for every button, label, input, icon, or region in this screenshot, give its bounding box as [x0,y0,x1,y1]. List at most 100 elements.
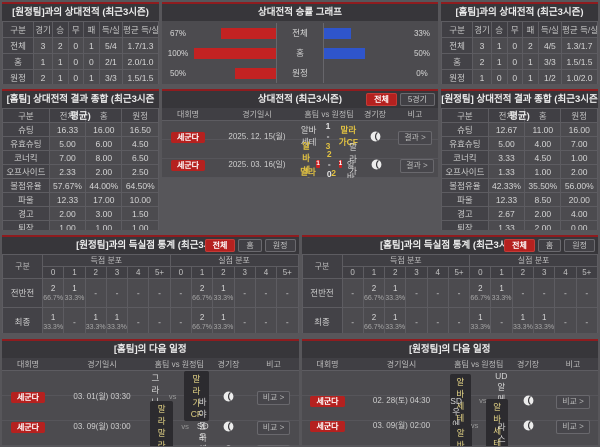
stat-value: 10.00 [121,192,159,207]
distribution-cell: - [276,278,299,308]
stat-value: 1 [490,37,508,54]
home-win-pct: 67% [169,28,186,38]
column-header: 무 [506,21,524,38]
panel-title-text: [원정팀]의 다음 일정 [408,344,491,355]
table-row: 슈팅 16.33 16.00 16.50 [2,122,159,137]
panel-home-schedule: [홈팀]의 다음 일정 대회명 경기일시 홈팀 vs 원정팀 경기장 비고 세군다 03. … [2,339,299,446]
table-row: 파울 12.33 8.50 20.00 [441,192,598,207]
column-header: 대회명 [16,359,40,369]
compare-button[interactable]: 비교 > [556,395,590,409]
distribution-cell: - [447,307,471,333]
filter-tab[interactable]: 전체 [204,239,236,252]
filter-tab[interactable]: 홈 [238,239,262,252]
panel-vs-away-record: [원정팀]과의 상대전적 (최근3시즌) 구분 경기 승 무 패 득/실 평균 득/실 전체 3… [2,2,159,84]
column-header: 승 [51,21,69,38]
vs-label: vs [181,421,189,431]
filter-tab[interactable]: 전체 [504,239,535,252]
scored-group-header: 득점 분포 [42,254,171,267]
stat-value: 0 [506,37,524,54]
panel-title-text: 상대전적 (최근3시즌) [257,94,343,105]
compare-button[interactable]: 비교 > [256,445,291,446]
bin-header: 3 [405,266,428,279]
home-schedule-list: 대회명 경기일시 홈팀 vs 원정팀 경기장 비고 세군다 03. 01(월) 03:30 그… [2,358,299,446]
table-row: 홈 1 1 0 0 2/1 2.0/1.0 [2,53,159,70]
away-win-pct: 50% [413,48,430,58]
distribution-cell: - [575,278,598,308]
stat-value: 1.00 [524,164,562,179]
column-header: 평균 득/실 [122,21,159,38]
result-button[interactable]: 결과 > [400,159,434,173]
stat-value: 12.33 [48,192,87,207]
table-row: 전체 3 1 0 2 4/5 1.3/1.7 [441,37,598,54]
distribution-cell: 1 33.3% [63,278,86,308]
compare-button[interactable]: 비교 > [256,391,291,405]
table-row: 홈 2 1 0 1 3/3 1.5/1.5 [441,53,598,70]
stat-value: 17.00 [85,192,123,207]
stat-value: 0 [490,69,508,84]
table-row: 볼점유율 42.33% 35.50% 56.00% [441,178,598,193]
filter-tab[interactable]: 홈 [537,239,562,252]
panel-title: [원정팀]과의 상대전적 (최근3시즌) [2,4,159,21]
table-row: 오프사이드 1.33 1.00 2.00 [441,164,598,179]
stat-value: 2.33 [48,164,87,179]
table-row: 경고 2.67 2.00 4.00 [441,206,598,221]
panel-title-text: [홈팀]과의 득실점 통계 (최근3시즌) [380,240,520,251]
stat-value: 3/3 [537,53,563,70]
distribution-cell: 1 33.3% [212,307,235,333]
bin-header: 0 [169,266,192,279]
bin-header: 1 [190,266,214,279]
table-row: 퇴장 1.00 1.00 1.00 [2,220,159,230]
header-row: 구분 전체 홈 원정 [2,108,159,123]
record-table-container: 구분 경기 승 무 패 득/실 평균 득/실 전체 3 2 0 1 5/4 1.7/1.3 홈 1 1 0 0 2/1… [2,21,159,84]
filter-tab[interactable]: 원정 [264,239,296,252]
stat-value: 5.00 [48,136,87,151]
match-date: 03. 16(월) 02:00 [354,446,450,447]
column-header: 전체 [487,108,526,123]
stat-value: 2.00 [524,220,562,230]
distribution-cell: 1 33.3% [84,307,107,333]
distribution-cell: 2 66.7% [190,307,214,333]
bin-header: 5+ [575,266,598,279]
conceded-group-header: 실점 분포 [469,254,598,267]
stat-value: 0 [67,53,85,70]
stat-value: 1 [83,37,100,54]
column-header: 홈 [85,108,123,123]
panel-h2h-matches: 상대전적 (최근3시즌) 전체 5경기 대회명 경기일시 홈팀 vs 원정팀 경기장 비고… [162,89,438,178]
row-label: 전체 [2,37,35,54]
row-label: 원정 [441,69,474,84]
panel-vs-home-goal-stats: [홈팀]과의 득실점 통계 (최근3시즌) 전체 홈 원정 구분 득점 분포 실점 분포… [301,235,598,333]
panel-title-text: [원정팀]과의 득실점 통계 (최근3시즌) [76,240,225,251]
goal-stats-table-container: 구분 득점 분포 실점 분포 0 1 2 3 4 5+ 0 1 2 3 4 5+ 전반전 2 66.7% 1 33.3… [2,254,299,333]
panel-away-schedule: [원정팀]의 다음 일정 대회명 경기일시 홈팀 vs 원정팀 경기장 비고 세군다 02.… [301,339,598,447]
stat-value: 7.00 [560,136,598,151]
bin-header: 1 [490,266,513,279]
column-header: 비고 [407,109,423,119]
distribution-cell: - [254,278,278,308]
stat-value: 0 [67,69,85,84]
distribution-cell: - [490,307,513,333]
match-date: 03. 01(월) 03:30 [73,391,131,401]
result-button[interactable]: 결과 > [398,131,432,145]
scored-group-header: 득점 분포 [341,254,471,267]
compare-button[interactable]: 비교 > [556,420,590,434]
summary-table-container: 구분 전체 홈 원정 슈팅 12.67 11.00 16.00 유효슈팅 5.00 4.00 7.00… [441,108,598,230]
compare-button[interactable]: 비교 > [256,421,291,435]
filter-tab[interactable]: 5경기 [399,93,435,106]
row-label: 코너킥 [441,150,489,165]
distribution-cell: 2 66.7% [362,307,386,333]
filter-tab[interactable]: 원정 [564,239,595,252]
column-header: 구분 [441,21,474,38]
vs-label: vs [181,446,189,447]
panel-title-text: [홈팀] 상대전적 결과 종합 (최근3시즌 평균) [6,94,155,122]
stat-value: 3/3 [98,69,124,84]
row-label: 전반전 [301,278,343,308]
distribution-cell: 1 33.3% [490,278,513,308]
panel-title-text: [홈팀]의 다음 일정 [113,344,187,355]
bin-header: 3 [533,266,556,279]
stat-value: 1 [522,69,539,84]
away-team: 바야돌리드 [198,397,207,446]
column-header: 평균 득/실 [561,21,598,38]
filter-tab[interactable]: 전체 [366,93,397,106]
